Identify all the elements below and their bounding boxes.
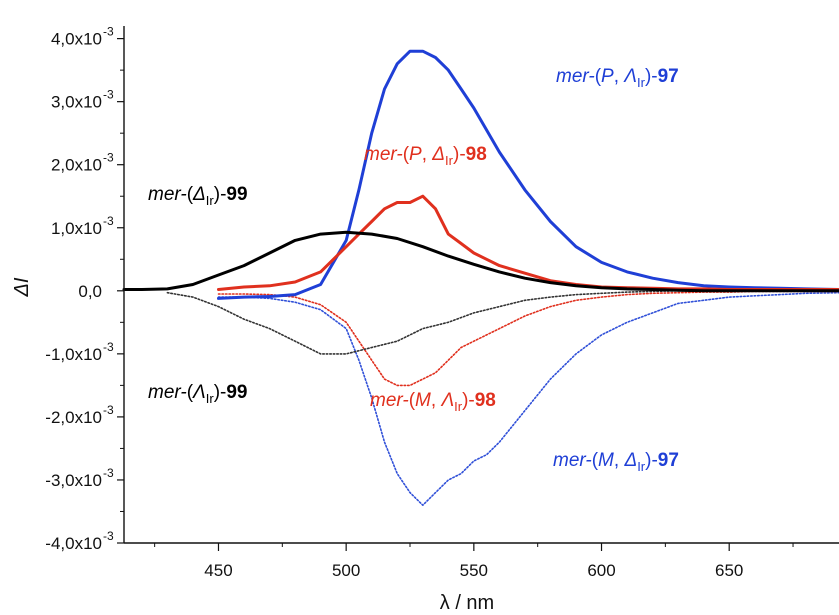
y-tick-exponent: -3 (103, 529, 114, 543)
y-tick-exponent: -3 (103, 466, 114, 480)
y-tick-label: -3,0x10 (45, 471, 102, 490)
y-tick-label: 2,0x10 (51, 156, 102, 175)
x-tick-label: 600 (587, 561, 615, 580)
y-tick-label: 3,0x10 (51, 93, 102, 112)
y-tick-exponent: -3 (103, 88, 114, 102)
y-tick-label: 4,0x10 (51, 30, 102, 49)
series-annotation: mer-(ΛIr)-99 (148, 382, 247, 406)
series-line (217, 49, 839, 300)
series-layer (122, 49, 839, 506)
y-tick-label: 1,0x10 (51, 219, 102, 238)
y-tick-label: -2,0x10 (45, 408, 102, 427)
series-annotation: mer-(M, ΔIr)-97 (553, 450, 679, 474)
y-tick-label: -1,0x10 (45, 345, 102, 364)
series-annotation: mer-(P, ΛIr)-97 (556, 66, 679, 90)
y-ticks: 4,0x10 -33,0x10 -32,0x10 -31,0x10 -30,0-1,0x… (45, 25, 124, 553)
y-tick-exponent: -3 (103, 214, 114, 228)
y-axis-title: ΔI (11, 277, 33, 297)
series-annotation: mer-(M, ΛIr)-98 (370, 390, 496, 414)
series-annotations: mer-(P, ΛIr)-97 mer-(P, ΔIr)-98 mer-(ΔIr)-… (148, 66, 679, 474)
x-axis-title: λ / nm (440, 592, 494, 614)
series-line (217, 291, 839, 506)
x-tick-label: 500 (332, 561, 360, 580)
y-tick-exponent: -3 (103, 403, 114, 417)
series-line (217, 194, 839, 291)
y-tick-exponent: -3 (103, 25, 114, 39)
y-tick-label: -4,0x10 (45, 534, 102, 553)
y-tick-exponent: -3 (103, 151, 114, 165)
x-ticks: 450 500 550 600 650 (154, 543, 794, 580)
x-tick-label: 450 (204, 561, 232, 580)
x-tick-label: 650 (715, 561, 743, 580)
y-tick-exponent: -3 (103, 340, 114, 354)
x-tick-label: 550 (460, 561, 488, 580)
y-tick-label: 0,0 (78, 282, 102, 301)
series-annotation: mer-(ΔIr)-99 (148, 184, 248, 208)
series-line (122, 230, 839, 293)
series-annotation: mer-(P, ΔIr)-98 (364, 144, 487, 168)
